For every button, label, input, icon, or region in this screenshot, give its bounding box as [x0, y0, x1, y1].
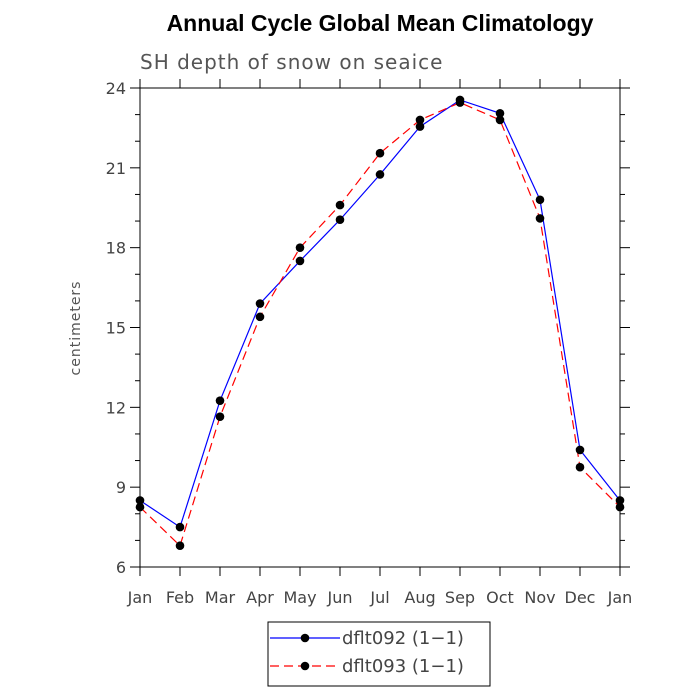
series-2-point — [215, 412, 225, 421]
legend-marker-2 — [300, 661, 310, 671]
series-1-point — [535, 195, 545, 205]
series-1-point — [415, 122, 425, 131]
series-1-point — [215, 396, 225, 405]
series-2-point — [255, 312, 265, 322]
x-tick-label: Apr — [246, 588, 274, 607]
legend-label-2: dflt093 (1−1) — [342, 656, 464, 677]
series-2-point — [295, 243, 305, 252]
legend-marker-1 — [300, 633, 310, 643]
legend: dflt092 (1−1) dflt093 (1−1) — [267, 621, 491, 687]
series-2-point — [575, 462, 585, 472]
y-tick-label: 15 — [106, 319, 126, 338]
x-tick-label: Jun — [327, 588, 353, 607]
series-1-point — [575, 445, 585, 455]
legend-box — [267, 621, 491, 687]
series-2-point — [615, 502, 625, 512]
series-2-point — [455, 98, 465, 107]
series-2-point — [375, 148, 385, 158]
x-tick-label: Jul — [369, 588, 389, 607]
series-1-point — [135, 496, 145, 505]
chart-subtitle: SH depth of snow on seaice — [140, 50, 443, 74]
x-tick-label: Nov — [524, 588, 555, 607]
chart-title: Annual Cycle Global Mean Climatology — [167, 10, 594, 36]
y-axis-label: centimeters — [68, 281, 84, 376]
x-tick-label: Jan — [127, 588, 153, 607]
y-tick-label: 12 — [106, 398, 126, 417]
y-tick-label: 9 — [116, 478, 126, 497]
series-2-point — [535, 214, 545, 223]
series-1-point — [175, 522, 185, 532]
x-tick-label: Sep — [445, 588, 475, 607]
x-tick-label: Feb — [166, 588, 194, 607]
x-tick-label: Aug — [404, 588, 435, 607]
series-1-point — [495, 108, 505, 118]
y-tick-label: 21 — [106, 159, 126, 178]
plot-area: 6 9 12 15 18 21 24 Jan Feb Mar Apr May Jun Jul Aug Sep O… — [106, 79, 633, 607]
plot-frame — [139, 87, 621, 568]
x-tick-label: May — [283, 588, 316, 607]
legend-label-1: dflt092 (1−1) — [342, 628, 464, 649]
series-1-point — [295, 256, 305, 266]
series-1-point — [375, 170, 385, 179]
series-2-point — [175, 541, 185, 551]
series-1-point — [255, 299, 265, 308]
x-tick-label: Oct — [486, 588, 514, 607]
series-line-1 — [139, 99, 621, 529]
x-tick-label: Dec — [565, 588, 596, 607]
x-tick-label: Mar — [205, 588, 236, 607]
series-2-point — [495, 115, 505, 125]
y-tick-label: 24 — [106, 79, 126, 98]
series-2-point — [335, 200, 345, 210]
series-2-point — [135, 502, 145, 512]
series-1-point — [335, 215, 345, 225]
series-2-point — [415, 115, 425, 125]
y-tick-label: 6 — [116, 558, 126, 577]
series-1-point — [615, 496, 625, 505]
series-line-2 — [139, 101, 621, 547]
x-tick-label: Jan — [607, 588, 633, 607]
y-tick-label: 18 — [106, 239, 126, 258]
